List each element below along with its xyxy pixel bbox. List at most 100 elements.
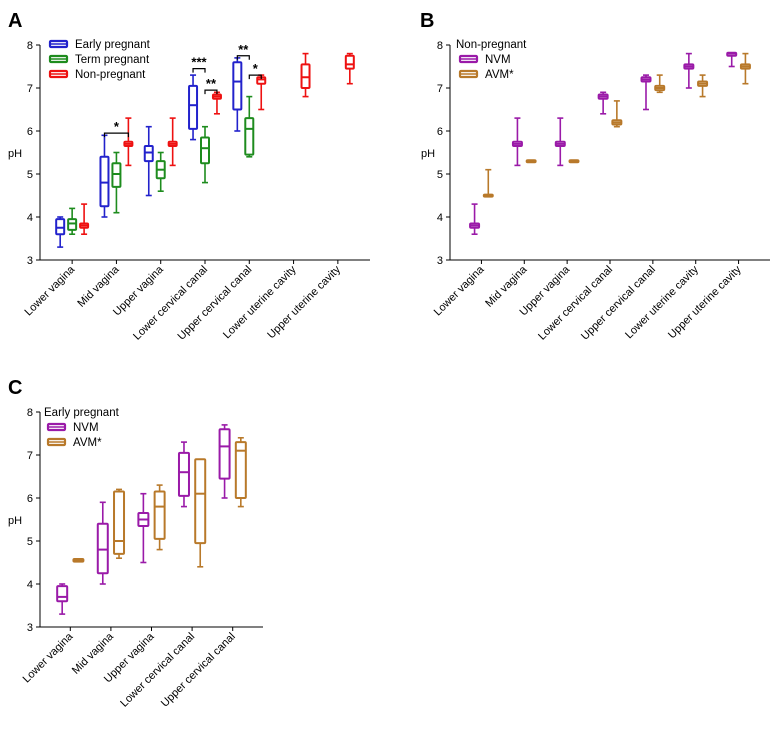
significance-label: **	[206, 76, 217, 91]
box-body	[113, 490, 126, 555]
y-tick-label: 3	[437, 255, 443, 267]
box-early-pregnant	[143, 125, 154, 197]
significance-annotation: ***	[191, 55, 208, 73]
y-axis-label: pH	[8, 148, 22, 160]
box-non-pregnant	[256, 74, 267, 111]
y-tick-label: 7	[27, 450, 33, 462]
box-nvm	[96, 501, 109, 585]
box-early-pregnant	[55, 216, 66, 248]
significance-label: ***	[191, 55, 207, 70]
box-body	[143, 145, 154, 163]
x-tick-label: Upper uterine cavity	[265, 263, 343, 341]
box-body	[99, 155, 110, 208]
box-non-pregnant	[79, 203, 90, 235]
box-avm-	[113, 488, 126, 560]
box-body	[55, 218, 66, 236]
y-tick-label: 8	[437, 40, 443, 52]
legend: Early pregnant NVM AVM*	[44, 407, 120, 449]
box-term-pregnant	[111, 151, 122, 214]
y-tick-label: 8	[27, 407, 33, 419]
box-nvm	[137, 492, 150, 564]
box-nvm	[177, 441, 190, 508]
box-body	[111, 162, 122, 188]
box-early-pregnant	[232, 57, 243, 132]
box-nvm	[597, 91, 609, 115]
legend-label: AVM*	[485, 69, 514, 81]
box-avm-	[482, 168, 494, 198]
box-avm-	[611, 100, 623, 128]
box-body	[234, 441, 247, 500]
x-tick-label: Lower vagina	[432, 263, 487, 318]
box-avm-	[568, 159, 580, 164]
y-tick-label: 6	[27, 126, 33, 138]
box-body	[232, 61, 243, 111]
box-body	[344, 54, 355, 70]
box-body	[218, 428, 231, 480]
legend: Early pregnant Term pregnant Non-pregnant	[48, 39, 151, 81]
box-avm-	[654, 74, 666, 94]
box-early-pregnant	[99, 134, 110, 218]
box-non-pregnant	[344, 52, 355, 85]
y-tick-label: 8	[27, 40, 33, 52]
legend-title: Non-pregnant	[456, 39, 527, 51]
box-avm-	[194, 458, 207, 568]
box-term-pregnant	[155, 151, 166, 192]
box-nvm	[511, 117, 523, 167]
box-avm-	[525, 159, 537, 164]
box-nvm	[683, 52, 695, 89]
y-tick-label: 7	[27, 83, 33, 95]
box-body	[194, 458, 207, 545]
significance-bracket	[248, 74, 262, 80]
box-avm-	[697, 74, 709, 98]
x-tick-label: Mid vagina	[75, 263, 122, 310]
panel-letter: B	[420, 10, 434, 32]
box-non-pregnant	[300, 52, 311, 98]
significance-annotation: **	[236, 42, 250, 60]
box-body	[200, 136, 210, 165]
panel-letter: C	[8, 377, 22, 399]
y-tick-label: 5	[27, 169, 33, 181]
x-tick-label: Lower vagina	[23, 263, 78, 318]
box-non-pregnant	[123, 117, 134, 167]
box-body	[244, 117, 255, 156]
x-tick-label: Lower cervical canal	[118, 631, 197, 710]
legend-label: Term pregnant	[75, 54, 150, 66]
legend: Non-pregnant NVM AVM*	[456, 39, 527, 81]
box-nvm	[56, 583, 69, 615]
legend-label: Non-pregnant	[75, 69, 146, 81]
legend-label: NVM	[73, 422, 99, 434]
significance-bracket	[204, 89, 218, 95]
y-tick-label: 5	[437, 169, 443, 181]
y-axis-label: pH	[421, 148, 435, 160]
legend-label: AVM*	[73, 437, 102, 449]
legend-label: NVM	[485, 54, 511, 66]
y-tick-label: 7	[437, 83, 443, 95]
x-tick-label: Lower cervical canal	[131, 264, 210, 343]
y-tick-label: 6	[437, 126, 443, 138]
box-nvm	[218, 424, 231, 499]
y-tick-label: 4	[27, 579, 33, 591]
legend-title: Early pregnant	[44, 407, 120, 419]
box-non-pregnant	[167, 117, 178, 167]
x-tick-label: Upper cervical canal	[159, 631, 238, 710]
significance-annotation: *	[103, 119, 129, 138]
box-non-pregnant	[211, 91, 222, 115]
box-term-pregnant	[200, 125, 210, 184]
x-tick-label: Upper cervical canal	[175, 264, 254, 343]
y-axis-label: pH	[8, 515, 22, 527]
box-early-pregnant	[188, 74, 199, 141]
significance-label: *	[114, 119, 120, 134]
box-avm-	[739, 52, 751, 85]
x-tick-label: Lower vagina	[21, 630, 76, 685]
y-tick-label: 6	[27, 493, 33, 505]
significance-bracket	[236, 55, 250, 60]
box-body	[300, 63, 311, 89]
box-body	[188, 84, 199, 130]
y-tick-label: 5	[27, 536, 33, 548]
x-tick-label: Mid vagina	[483, 263, 530, 310]
box-nvm	[640, 74, 652, 111]
box-term-pregnant	[67, 207, 78, 235]
